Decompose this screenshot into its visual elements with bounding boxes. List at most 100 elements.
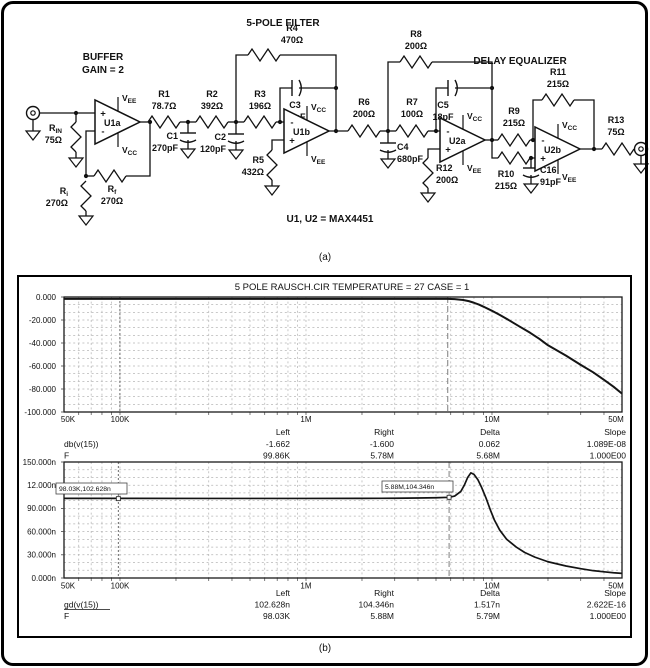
opamp-u2a: - +U2a VCC VEE xyxy=(439,111,487,175)
component-label: 200Ω xyxy=(405,41,427,51)
wire xyxy=(85,130,95,176)
magnitude-response-chart: 0.000 -20.000 -40.000 -60.000 -80.000 -100.00… xyxy=(24,293,626,461)
component-label: 75Ω xyxy=(607,127,624,137)
section-title: U1, U2 = MAX4451 xyxy=(287,214,374,225)
opamp-input-sign: + xyxy=(100,109,106,120)
stat-header: Right xyxy=(374,588,394,598)
stat-value: 1.000E00 xyxy=(590,611,627,621)
component-label: R7 xyxy=(406,97,418,107)
component-label: C5 xyxy=(437,100,449,110)
component-label: R12 xyxy=(436,163,453,173)
wire xyxy=(126,122,151,177)
x-tick-label: 50K xyxy=(61,582,76,591)
component-label: C1 xyxy=(166,131,178,141)
y-tick-label: -20.000 xyxy=(29,316,57,325)
opamp-u1b: - +U1b VCC VEE xyxy=(283,102,331,166)
opamp-input-sign: - xyxy=(446,127,449,138)
caption-b: (b) xyxy=(319,643,331,654)
opamp-input-sign: - xyxy=(290,118,293,129)
y-tick-label: 90.000n xyxy=(27,504,56,513)
component-label: 215Ω xyxy=(503,118,525,128)
opamp-u1a: + -U1a VEE VCC xyxy=(94,93,142,157)
component-label: 215Ω xyxy=(547,79,569,89)
stat-value: 102.628n xyxy=(255,600,291,610)
stat-header: Delta xyxy=(480,588,500,598)
resistor-symbol xyxy=(80,180,92,212)
ground-symbol xyxy=(263,185,281,196)
stat-value: 1.000E00 xyxy=(590,451,627,461)
stat-value: 1.089E-08 xyxy=(587,439,626,449)
opamp-rail-label: VEE xyxy=(311,154,326,166)
x-tick-label: 10M xyxy=(484,415,500,424)
resistor-symbol xyxy=(497,132,531,148)
component-label: C4 xyxy=(397,142,409,152)
io-connector xyxy=(25,105,41,121)
stat-value: 5.68M xyxy=(476,451,500,461)
stat-value: 1.517n xyxy=(474,600,500,610)
component-label: R1 xyxy=(158,89,170,99)
component-label: C3 xyxy=(289,100,301,110)
component-label: 270Ω xyxy=(101,196,123,206)
y-tick-label: -100.000 xyxy=(24,408,56,417)
opamp-name: U1b xyxy=(293,127,311,137)
opamp-rail-label: VCC xyxy=(562,120,577,132)
cursor-marker xyxy=(446,494,452,500)
ground-symbol xyxy=(379,158,397,169)
io-connector xyxy=(638,146,644,152)
schematic-drawing: RIN75Ω+-U1aVEEVCCRi270ΩRf270ΩR178.7ΩC127… xyxy=(24,18,650,226)
y-tick-label: 30.000n xyxy=(27,551,56,560)
stat-value: 2.622E-16 xyxy=(587,600,626,610)
wire xyxy=(574,99,595,149)
ground-symbol xyxy=(67,157,85,168)
stat-value: 5.79M xyxy=(476,611,500,621)
resistor-symbol xyxy=(147,114,181,130)
trace-expression-label: gd(v(15)) xyxy=(64,600,99,610)
ground-symbol xyxy=(179,148,197,159)
opamp-input-sign: - xyxy=(101,127,104,138)
stat-value: -1.662 xyxy=(266,439,290,449)
opamp-rail-label: VCC xyxy=(467,111,482,123)
stat-value: 98.03K xyxy=(263,611,290,621)
stat-value: 5.78M xyxy=(370,451,394,461)
wire xyxy=(271,139,284,150)
io-connector xyxy=(30,110,36,116)
group-delay-chart: 150.000n 12.000n 90.000n 60.000n 30.000n 0.00… xyxy=(23,458,627,621)
wire xyxy=(387,61,400,131)
wire xyxy=(532,99,542,140)
component-label: R8 xyxy=(410,29,422,39)
opamp-rail-label: VEE xyxy=(562,172,577,184)
stat-header: Delta xyxy=(480,427,500,437)
plot-border xyxy=(63,296,623,413)
stats-readout: db(v(15)) F Left -1.662 99.86K Right -1.600 5.7… xyxy=(64,427,626,461)
x-variable-label: F xyxy=(64,611,69,621)
section-title: GAIN = 2 xyxy=(82,65,124,76)
component-label: R2 xyxy=(206,89,218,99)
stat-value: 104.346n xyxy=(359,600,395,610)
junction-dot xyxy=(489,85,495,91)
opamp-name: U2a xyxy=(449,136,467,146)
ground-symbol xyxy=(419,192,437,203)
ground-symbol xyxy=(24,130,42,141)
opamp-u2b: - +U2b VCC VEE xyxy=(534,120,582,184)
component-label: R13 xyxy=(608,115,625,125)
stat-value: 5.88M xyxy=(370,611,394,621)
io-connector xyxy=(633,141,649,157)
component-label: R6 xyxy=(358,97,370,107)
resistor-symbol xyxy=(497,150,531,166)
component-label: 100Ω xyxy=(401,109,423,119)
ground-symbol xyxy=(632,163,650,174)
x-tick-label: 100K xyxy=(111,582,130,591)
component-label: C16 xyxy=(540,165,557,175)
x-tick-label: 1M xyxy=(300,582,311,591)
wire xyxy=(235,54,248,122)
x-tick-label: 50M xyxy=(608,415,624,424)
plot-panel-border xyxy=(17,275,632,638)
y-tick-label: 0.000n xyxy=(32,574,56,583)
component-label: 91pF xyxy=(540,177,562,187)
simulation-plot-panel: 5 POLE RAUSCH.CIR TEMPERATURE = 27 CASE … xyxy=(17,275,632,654)
opamp-input-sign: + xyxy=(445,145,451,156)
circuit-schematic: RIN75Ω+-U1aVEEVCCRi270ΩRf270ΩR178.7ΩC127… xyxy=(24,18,650,263)
component-label: 120pF xyxy=(200,144,227,154)
resistor-symbol xyxy=(399,54,433,70)
component-label: 78.7Ω xyxy=(152,101,177,111)
